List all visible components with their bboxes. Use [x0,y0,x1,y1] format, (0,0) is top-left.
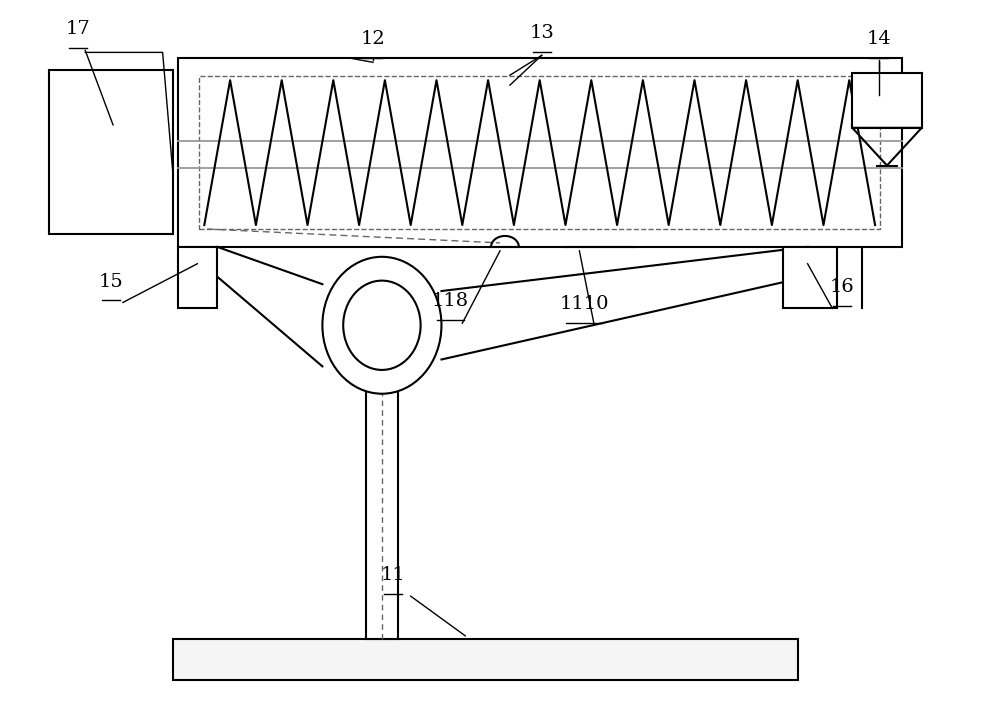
Text: 118: 118 [432,292,469,310]
Text: 11: 11 [380,567,405,584]
Bar [199,76,880,229]
Bar [49,70,173,234]
Bar [366,361,398,639]
Text: 15: 15 [99,273,123,291]
Text: 17: 17 [66,21,91,39]
Bar [783,247,837,309]
Bar [178,58,902,247]
Bar [173,639,798,681]
Text: 12: 12 [361,30,385,48]
Bar [178,247,217,309]
Text: 13: 13 [529,24,554,42]
Ellipse shape [343,281,421,370]
Text: 1110: 1110 [560,295,609,313]
Text: 14: 14 [867,30,891,48]
Ellipse shape [322,257,441,393]
Bar [852,73,922,128]
Text: 16: 16 [830,279,855,297]
